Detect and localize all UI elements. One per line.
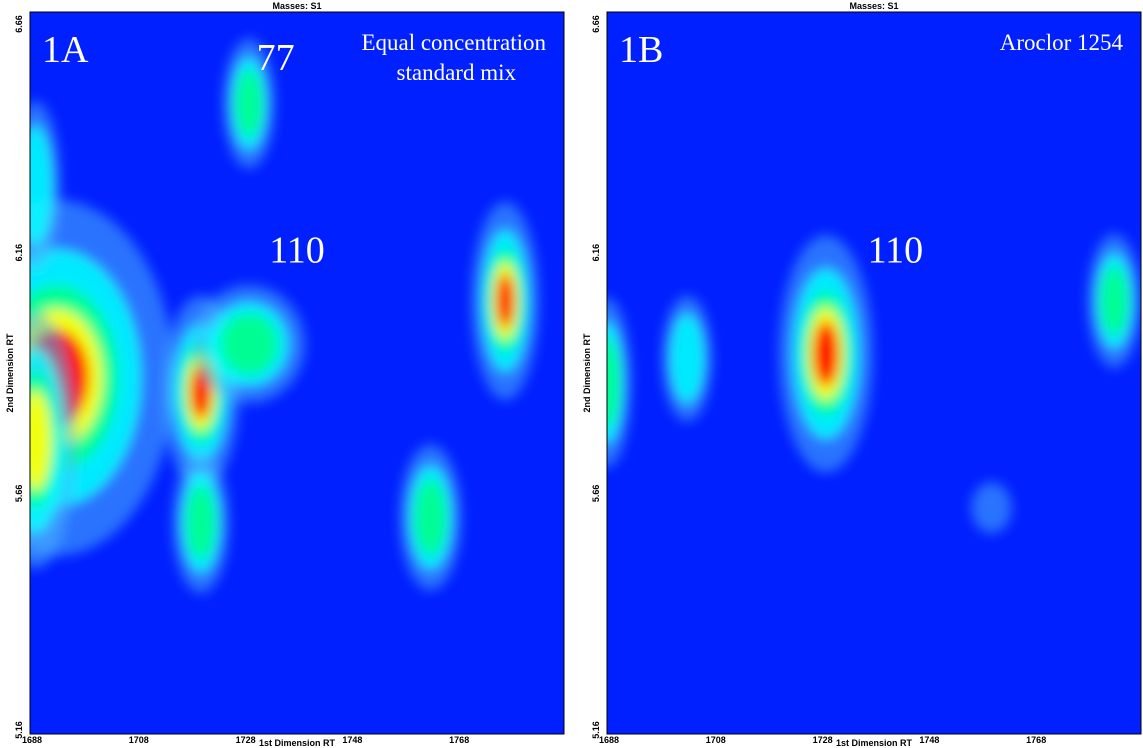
peak-label: 110 [269, 229, 325, 271]
y-tick-label: 6.16 [14, 244, 24, 262]
peak-3 [1087, 233, 1141, 368]
y-axis-title: 2nd Dimension RT [582, 333, 592, 413]
plot-frame [606, 11, 1142, 735]
x-tick-label: 1688 [22, 735, 42, 745]
x-tick-label: 1708 [706, 735, 726, 745]
peak-4 [971, 482, 1012, 534]
peak-0 [778, 235, 873, 473]
panel-caption: standard mix [397, 60, 517, 85]
y-tick-label: 5.16 [14, 721, 24, 739]
y-tick-label: 5.66 [14, 485, 24, 503]
x-tick-label: 1708 [129, 735, 149, 745]
peak-7 [399, 444, 462, 591]
peak-2 [662, 295, 713, 422]
x-axis-title: 1st Dimension RT [259, 738, 336, 748]
y-axis-title: 2nd Dimension RT [5, 333, 15, 413]
peak-label: 77 [257, 37, 295, 79]
heatmap-1b: Masses: S1 6.66 6.16 5.66 5.16 2nd Dimension … [582, 1, 1142, 748]
peak-1 [30, 312, 76, 569]
peak-4 [192, 285, 306, 404]
masses-label: Masses: S1 [272, 1, 321, 11]
peak-label: 110 [868, 229, 924, 271]
heatmap-1a: Masses: S1 6.66 6.16 5.66 5.16 2nd Dimension … [5, 1, 565, 748]
peak-8 [471, 201, 539, 400]
x-tick-label: 1728 [813, 735, 833, 745]
x-tick-label: 1748 [342, 735, 362, 745]
peak-5 [172, 451, 229, 594]
y-tick-label: 6.16 [591, 244, 601, 262]
peak-1 [607, 297, 632, 468]
plot-frame [29, 11, 565, 735]
panel-caption: Equal concentration [361, 30, 546, 55]
peak-2 [30, 101, 61, 270]
y-tick-label: 6.66 [14, 15, 24, 33]
x-tick-label: 1768 [449, 735, 469, 745]
peak-6 [223, 38, 275, 169]
y-tick-label: 6.66 [591, 15, 601, 33]
chart-panel-1b: Masses: S1 6.66 6.16 5.66 5.16 2nd Dimension … [577, 0, 1143, 748]
y-tick-label: 5.16 [591, 721, 601, 739]
x-tick-label: 1728 [236, 735, 256, 745]
chart-panel-1a: Masses: S1 6.66 6.16 5.66 5.16 2nd Dimension … [0, 0, 566, 748]
panel-caption: Aroclor 1254 [1000, 30, 1124, 55]
y-tick-label: 5.66 [591, 485, 601, 503]
x-axis-title: 1st Dimension RT [836, 738, 913, 748]
x-tick-label: 1768 [1026, 735, 1046, 745]
panel-id: 1B [619, 29, 663, 71]
x-tick-label: 1688 [599, 735, 619, 745]
x-tick-label: 1748 [919, 735, 939, 745]
masses-label: Masses: S1 [849, 1, 898, 11]
panel-id: 1A [42, 29, 89, 71]
